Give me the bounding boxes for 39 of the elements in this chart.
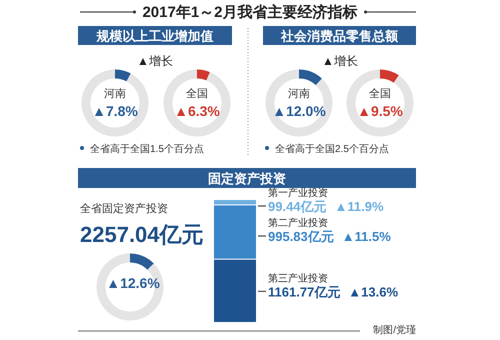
text: ▲11.9% [334, 199, 384, 214]
data-label: 995.83亿元 [268, 229, 334, 244]
data-label: ▲12.0% [272, 103, 326, 119]
text: ▲11.5% [342, 229, 392, 244]
data-label: ▲7.8% [92, 103, 138, 119]
data-label: 1161.77亿元 [268, 284, 340, 300]
donut-slice [96, 254, 164, 320]
series-label: 第一产业投资 [268, 187, 328, 199]
donut-slice [299, 70, 322, 86]
text: 全省固定资产投资 [80, 202, 168, 215]
data-label: ▲6.3% [174, 103, 220, 119]
slice-label: 河南 [104, 87, 126, 100]
text: 全省高于全国1.5个百分点 [90, 143, 204, 155]
chart-title: 社会消费品零售总额 [280, 28, 399, 44]
donut-slice [197, 70, 210, 80]
text: 2017年1～2月我省主要经济指标 [142, 3, 358, 21]
donut-slice [346, 70, 414, 136]
text: 2257.04亿元 [80, 222, 204, 247]
donut-slice [164, 70, 230, 136]
chart-subtitle: ▲增长 [137, 54, 173, 68]
slice-label: 河南 [288, 87, 310, 100]
text: 制图/党瑾 [373, 324, 416, 336]
series-label: 第二产业投资 [268, 217, 328, 229]
series-label: 第三产业投资 [268, 272, 328, 284]
data-label: ▲9.5% [357, 103, 404, 119]
text: 全省高于全国2.5个百分点 [275, 143, 389, 155]
slice-label: 全国 [186, 88, 208, 100]
donut-slice [380, 70, 399, 83]
data-label: 99.44亿元 [268, 199, 327, 214]
text: 固定资产投资 [208, 171, 286, 186]
data-label: ▲12.6% [106, 275, 160, 291]
slice-label: 全国 [369, 88, 391, 100]
donut-slice [130, 254, 154, 270]
donut-slice [82, 70, 148, 136]
chart-subtitle: ▲增长 [322, 54, 358, 68]
donut-slice [266, 70, 332, 136]
donut-slice [115, 70, 131, 82]
text: ▲13.6% [348, 284, 398, 300]
chart-title: 规模以上工业增加值 [96, 28, 214, 44]
